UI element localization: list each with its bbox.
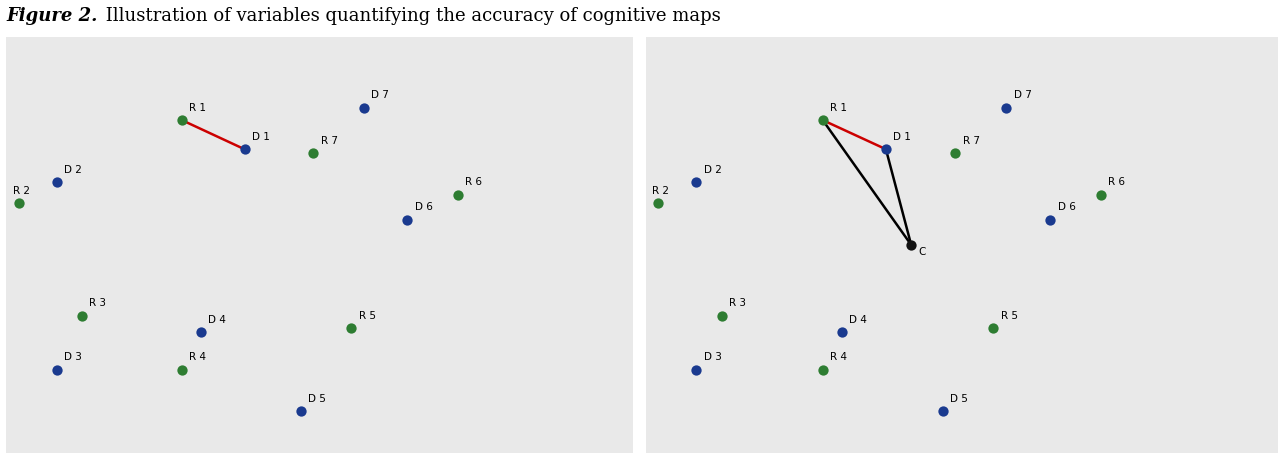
- Text: D 6: D 6: [1058, 202, 1076, 213]
- Point: [901, 241, 922, 249]
- Text: R 5: R 5: [1002, 310, 1018, 321]
- Point: [447, 191, 467, 199]
- Text: D 7: D 7: [371, 90, 389, 100]
- Text: R 7: R 7: [963, 136, 980, 146]
- Point: [290, 407, 311, 415]
- Point: [397, 216, 417, 224]
- Point: [711, 312, 732, 319]
- Text: R 3: R 3: [89, 298, 107, 308]
- Point: [234, 146, 254, 153]
- Point: [995, 104, 1016, 111]
- Text: D 5: D 5: [308, 394, 326, 404]
- Point: [686, 366, 706, 373]
- Text: R 6: R 6: [1108, 177, 1125, 188]
- Point: [686, 179, 706, 186]
- Text: R 4: R 4: [189, 352, 207, 362]
- Text: D 5: D 5: [950, 394, 968, 404]
- Point: [1090, 191, 1111, 199]
- Text: D 2: D 2: [704, 165, 722, 175]
- Text: Illustration of variables quantifying the accuracy of cognitive maps: Illustration of variables quantifying th…: [100, 7, 720, 25]
- Point: [9, 200, 30, 207]
- Point: [353, 104, 374, 111]
- Text: D 6: D 6: [415, 202, 433, 213]
- Point: [813, 366, 833, 373]
- Text: C: C: [919, 247, 926, 257]
- Text: D 1: D 1: [894, 132, 912, 142]
- Point: [172, 116, 193, 124]
- Point: [190, 328, 211, 336]
- Text: D 1: D 1: [252, 132, 270, 142]
- Point: [932, 407, 953, 415]
- Text: D 3: D 3: [64, 352, 82, 362]
- Text: D 4: D 4: [849, 315, 867, 325]
- Point: [876, 146, 896, 153]
- Point: [648, 200, 669, 207]
- Point: [945, 150, 966, 157]
- Text: D 7: D 7: [1013, 90, 1031, 100]
- Text: D 2: D 2: [64, 165, 82, 175]
- Point: [832, 328, 853, 336]
- Point: [46, 179, 67, 186]
- Text: R 4: R 4: [831, 352, 847, 362]
- Point: [813, 116, 833, 124]
- Text: D 4: D 4: [208, 315, 226, 325]
- Point: [46, 366, 67, 373]
- Point: [340, 324, 361, 332]
- Text: R 5: R 5: [358, 310, 375, 321]
- Text: Figure 2.: Figure 2.: [6, 7, 98, 25]
- Text: R 1: R 1: [189, 103, 207, 113]
- Point: [984, 324, 1004, 332]
- Point: [172, 366, 193, 373]
- Point: [1040, 216, 1061, 224]
- Text: D 3: D 3: [704, 352, 722, 362]
- Point: [303, 150, 324, 157]
- Text: R 3: R 3: [729, 298, 746, 308]
- Text: R 2: R 2: [13, 186, 30, 196]
- Text: R 1: R 1: [831, 103, 847, 113]
- Text: R 6: R 6: [465, 177, 482, 188]
- Point: [72, 312, 92, 319]
- Text: R 7: R 7: [321, 136, 338, 146]
- Text: R 2: R 2: [652, 186, 669, 196]
